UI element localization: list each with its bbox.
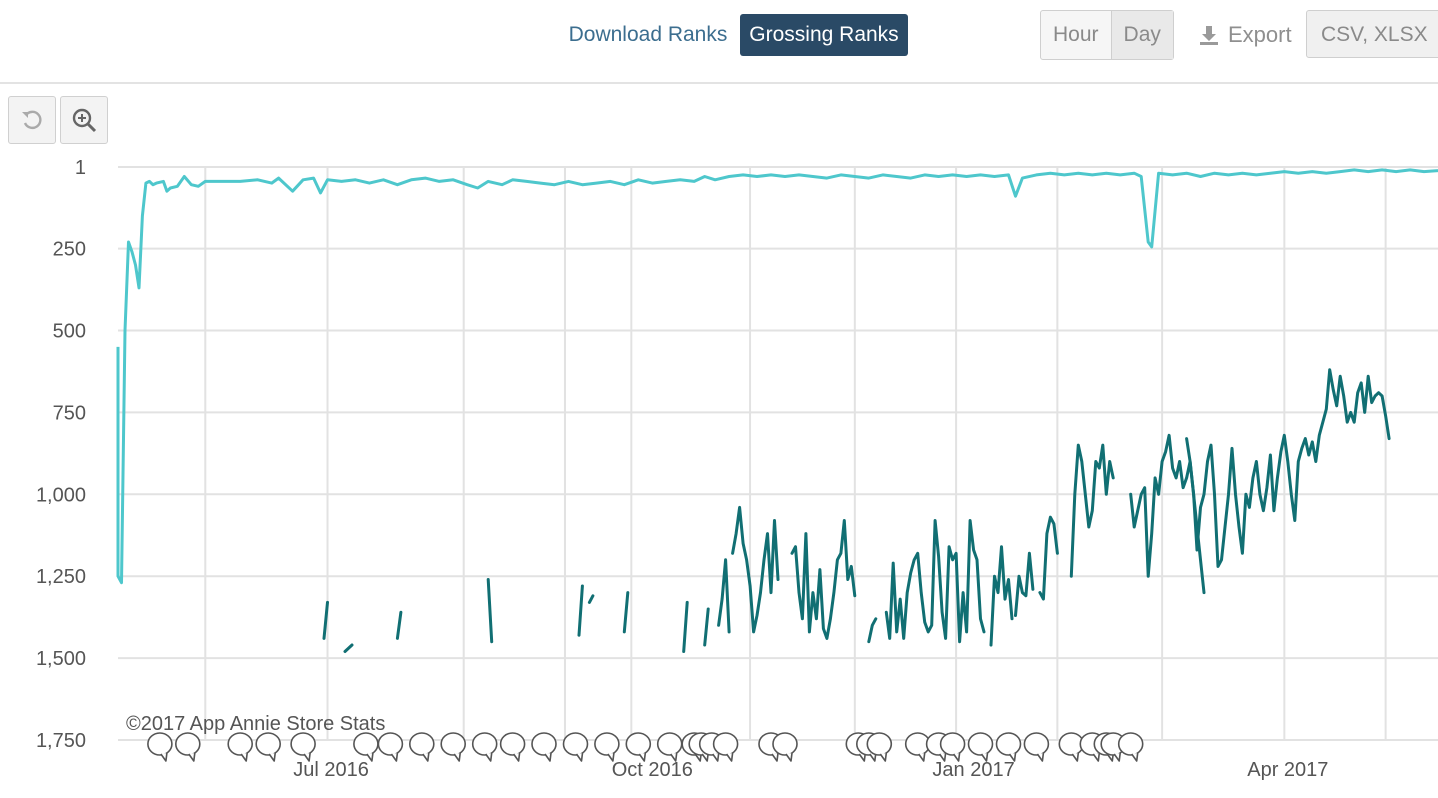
annotation-bubble-icon [471, 732, 498, 762]
granularity-toggle: Hour Day [1040, 10, 1174, 60]
y-tick-label: 500 [53, 320, 86, 342]
series-line-top [116, 168, 1438, 585]
reset-zoom-button[interactable] [8, 96, 56, 144]
x-tick-label: Jan 2017 [932, 759, 1014, 781]
annotation-bubble-icon [255, 732, 282, 762]
series-line-bottom-segment [682, 600, 689, 653]
y-tick-label: 250 [53, 239, 86, 261]
series-line-bottom-segment [989, 545, 1014, 647]
series-line-bottom-segment [622, 591, 630, 634]
x-axis: Jul 2016 Oct 2016 Jan 2017 Apr 2017 [293, 759, 1328, 781]
y-tick-label: 1,750 [36, 730, 86, 752]
annotation-bubble-icon [712, 732, 739, 762]
grossing-ranks-tab[interactable]: Grossing Ranks [740, 14, 908, 56]
x-tick-label: Apr 2017 [1247, 759, 1328, 781]
y-tick-label: 1,000 [36, 484, 86, 506]
x-tick-label: Jul 2016 [293, 759, 369, 781]
series-line-bottom-segment [703, 607, 710, 647]
day-button[interactable]: Day [1110, 11, 1173, 59]
annotation-bubble-icon [175, 732, 201, 762]
x-tick-label: Oct 2016 [612, 759, 693, 781]
annotation-bubble-icon [656, 732, 683, 762]
annotation-bubble-icon [1100, 732, 1126, 762]
format-label: CSV, XLSX [1321, 23, 1428, 46]
series-line-bottom-segment [322, 600, 329, 640]
annotation-bubble-icon [408, 732, 435, 762]
export-label: Export [1228, 22, 1292, 47]
series-lines [116, 168, 1438, 653]
zoom-in-icon [72, 108, 97, 133]
annotation-bubble-icon [147, 732, 173, 762]
rank-chart: 1 250 500 750 1,000 1,250 1,500 1,750 Jul 2016 O… [36, 157, 1438, 781]
series-line-bottom-segment [343, 643, 354, 653]
annotation-bubble-icon [939, 732, 966, 762]
series-line-bottom-segment [1038, 515, 1059, 601]
horizontal-gridlines [118, 166, 1438, 741]
annotation-bubble-icon [562, 732, 589, 762]
series-line-bottom-segment [577, 584, 584, 637]
annotation-bubble-icon [1058, 732, 1085, 762]
annotation-bubble-icon [377, 732, 404, 762]
export-button[interactable]: Export [1198, 14, 1292, 56]
annotation-bubble-icon [227, 732, 253, 762]
zoom-in-button[interactable] [60, 96, 108, 144]
series-line-bottom-segment [717, 558, 731, 634]
event-annotations [147, 732, 1144, 762]
series-line-bottom-segment [395, 610, 403, 640]
annotation-bubble-icon [866, 732, 893, 762]
series-line-bottom-segment [1129, 433, 1206, 595]
y-axis: 1 250 500 750 1,000 1,250 1,500 1,750 [36, 157, 86, 752]
chart-credit: ©2017 App Annie Store Stats [126, 713, 385, 735]
y-tick-label: 1,250 [36, 566, 86, 588]
vertical-gridlines [204, 167, 1387, 740]
top-toolbar: Download Ranks Grossing Ranks Hour Day E… [0, 0, 1438, 84]
format-dropdown[interactable]: CSV, XLSX [1306, 10, 1438, 58]
series-line-bottom-segment [587, 594, 595, 604]
series-line-bottom-segment [731, 505, 780, 634]
download-icon [1200, 26, 1218, 45]
series-line-bottom-segment [1069, 443, 1115, 578]
annotation-bubble-icon [625, 732, 652, 762]
series-line-bottom-segment [1185, 368, 1391, 568]
annotation-bubble-icon [499, 732, 526, 762]
annotation-bubble-icon [440, 732, 467, 762]
annotation-bubble-icon [995, 732, 1022, 762]
hour-button[interactable]: Hour [1053, 23, 1099, 46]
annotation-bubble-icon [1117, 732, 1144, 762]
annotation-bubble-icon [531, 732, 557, 762]
annotation-bubble-icon [1023, 732, 1050, 762]
annotation-bubble-icon [594, 732, 620, 762]
series-line-bottom-segment [790, 519, 857, 640]
download-ranks-tab[interactable]: Download Ranks [568, 23, 728, 46]
y-tick-label: 1,500 [36, 648, 86, 670]
annotation-bubble-icon [904, 732, 931, 762]
series-line-bottom-segment [867, 617, 878, 644]
series-line-bottom-segment [486, 578, 494, 644]
annotation-bubble-icon [290, 732, 316, 762]
reset-icon [22, 110, 42, 130]
y-tick-label: 750 [53, 402, 86, 424]
series-line-bottom-segment [884, 519, 986, 644]
y-tick-label: 1 [75, 157, 86, 179]
annotation-bubble-icon [772, 732, 798, 762]
annotation-bubble-icon [967, 732, 994, 762]
annotation-bubble-icon [353, 732, 379, 762]
series-line-bottom-segment [1014, 551, 1035, 617]
